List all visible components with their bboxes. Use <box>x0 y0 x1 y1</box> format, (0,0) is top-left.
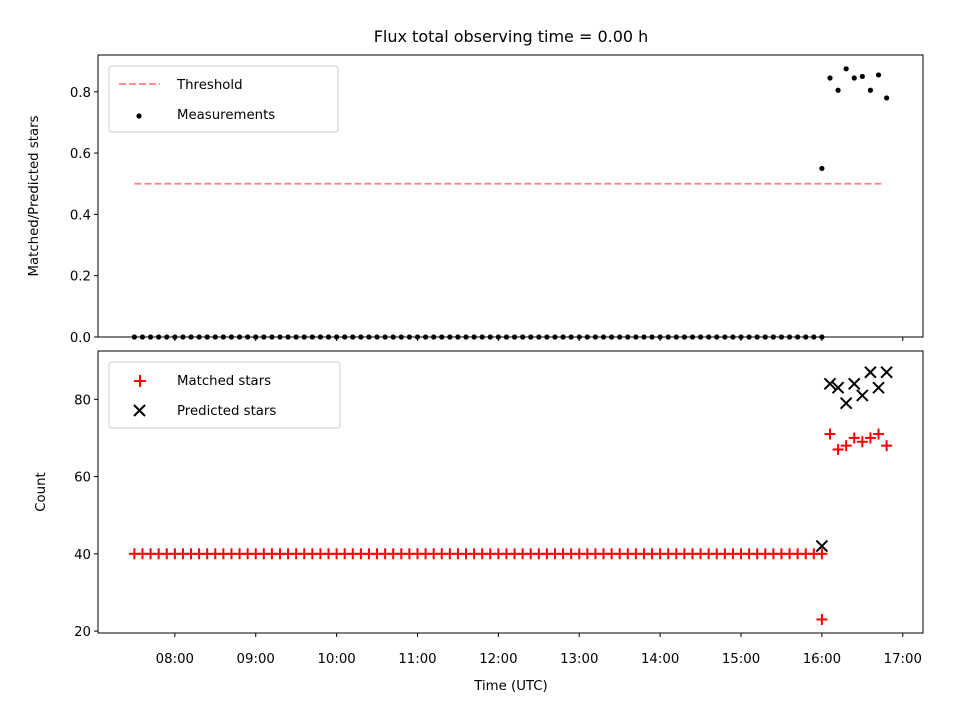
matched-point <box>824 428 836 440</box>
legend-matched-label: Matched stars <box>177 374 271 389</box>
predicted-point <box>848 377 861 391</box>
measurement-point <box>835 87 841 93</box>
matched-point <box>856 436 868 448</box>
legend-predicted-swatch <box>133 404 146 417</box>
x-tick-label: 12:00 <box>479 652 517 667</box>
x-tick-label: 16:00 <box>803 652 841 667</box>
y-tick-label: 0.4 <box>70 208 91 223</box>
y-tick-label: 80 <box>74 393 91 408</box>
legend-count: Matched stars Predicted stars <box>108 361 341 429</box>
measurement-point <box>859 73 865 80</box>
y-tick-label: 60 <box>74 471 91 486</box>
matched-point <box>832 444 844 456</box>
measurement-point <box>875 72 882 78</box>
legend-measurements-label: Measurements <box>177 108 275 123</box>
x-axis-label: Time (UTC) <box>473 679 548 694</box>
y-tick-label: 0.2 <box>70 270 91 285</box>
measurement-point <box>827 75 833 81</box>
panel-ratio-frame <box>97 54 924 338</box>
matched-point <box>816 548 828 560</box>
predicted-point <box>872 381 885 394</box>
legend-measurements-swatch <box>136 113 142 119</box>
chart-title: Flux total observing time = 0.00 h <box>374 27 649 46</box>
measurement-point <box>851 75 857 81</box>
panel-count-ylabel: Count <box>34 472 49 512</box>
panel-ratio-ylabel: Matched/Predicted stars <box>27 115 42 276</box>
legend-matched-swatch <box>134 375 146 387</box>
y-tick-label: 0.0 <box>70 331 91 346</box>
panel-ratio: 0.00.20.40.60.8 Matched/Predicted stars … <box>27 54 924 346</box>
legend-predicted-label: Predicted stars <box>177 404 276 419</box>
measurement-point <box>843 66 849 72</box>
matched-point <box>881 440 893 452</box>
predicted-point <box>880 366 893 379</box>
panel-count: 20 40 60 80 08:00 09:00 10:00 11:00 12:00 13:00 1… <box>34 350 924 694</box>
legend-threshold-label: Threshold <box>176 78 243 93</box>
measurement-point <box>884 95 890 101</box>
predicted-point <box>856 389 869 402</box>
matched-point <box>816 613 828 625</box>
y-tick-label: 20 <box>74 625 91 640</box>
x-tick-label: 17:00 <box>884 652 922 667</box>
y-tick-label: 40 <box>74 548 91 563</box>
x-tick-label: 14:00 <box>641 652 679 667</box>
matched-point <box>840 440 852 452</box>
x-tick-label: 08:00 <box>156 652 194 667</box>
predicted-point <box>839 396 853 410</box>
measurement-point <box>819 165 825 172</box>
matched-point <box>864 432 876 444</box>
y-tick-label: 0.6 <box>70 147 91 162</box>
legend-ratio: Threshold Measurements <box>108 65 339 133</box>
predicted-point <box>815 539 829 553</box>
x-tick-label: 15:00 <box>722 652 760 667</box>
panel-count-frame <box>97 350 924 634</box>
x-tick-label: 10:00 <box>317 652 355 667</box>
predicted-point <box>831 381 845 394</box>
x-tick-label: 11:00 <box>398 652 436 667</box>
matched-point <box>848 432 860 444</box>
predicted-point <box>823 377 837 391</box>
measurement-point <box>867 87 874 93</box>
matched-point <box>873 428 885 440</box>
y-tick-label: 0.8 <box>70 86 91 101</box>
x-tick-label: 09:00 <box>237 652 275 667</box>
predicted-point <box>864 366 877 379</box>
x-tick-label: 13:00 <box>560 652 598 667</box>
